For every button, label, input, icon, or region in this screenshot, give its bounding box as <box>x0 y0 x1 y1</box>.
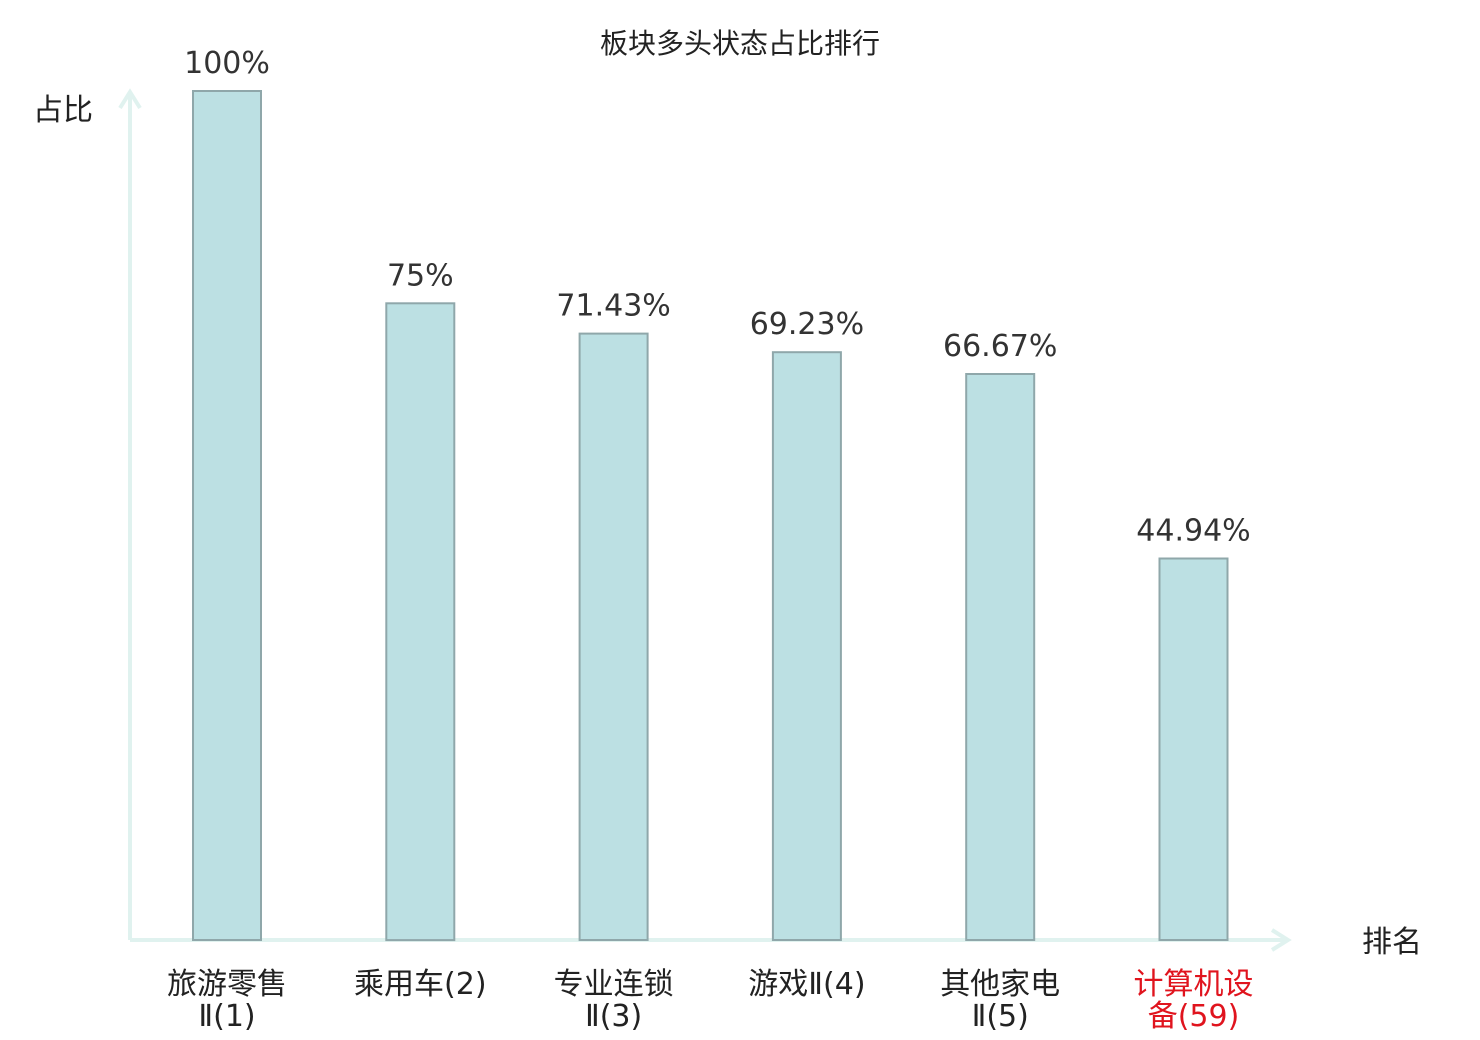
category-tick-label: 计算机设 <box>1134 967 1254 1002</box>
category-tick-label: 专业连锁 <box>554 967 674 1002</box>
bars-group <box>192 90 1229 942</box>
bar <box>1158 557 1229 941</box>
category-tick-label: 备(59) <box>1148 999 1240 1034</box>
category-tick-label: 游戏Ⅱ(4) <box>748 967 865 1002</box>
y-axis-arrow-icon <box>118 88 142 110</box>
bar <box>385 302 456 942</box>
y-axis-label: 占比 <box>33 93 93 128</box>
value-label: 71.43% <box>556 289 670 324</box>
value-label: 66.67% <box>943 329 1057 364</box>
bar <box>192 90 262 941</box>
category-tick-label: 旅游零售 <box>167 967 287 1002</box>
value-labels-group: 100% 75% 71.43% 69.23% 66.67% 44.94% <box>184 46 1251 549</box>
category-tick-label: 乘用车(2) <box>354 967 487 1002</box>
chart-title: 板块多头状态占比排行 <box>600 27 880 60</box>
bar <box>771 351 842 941</box>
category-tick-label: Ⅱ(3) <box>585 999 642 1034</box>
value-label: 75% <box>387 258 454 293</box>
bar <box>965 373 1036 941</box>
axes <box>118 88 1292 952</box>
category-tick-label: Ⅱ(5) <box>972 999 1029 1034</box>
value-label: 100% <box>184 46 270 81</box>
bar <box>578 332 649 942</box>
category-tick-label: 其他家电 <box>940 967 1060 1002</box>
value-label: 69.23% <box>750 307 864 342</box>
x-axis-arrow-icon <box>1270 928 1292 952</box>
value-label: 44.94% <box>1136 514 1250 549</box>
x-axis-label: 排名 <box>1362 925 1422 960</box>
category-tick-label: Ⅱ(1) <box>198 999 255 1034</box>
